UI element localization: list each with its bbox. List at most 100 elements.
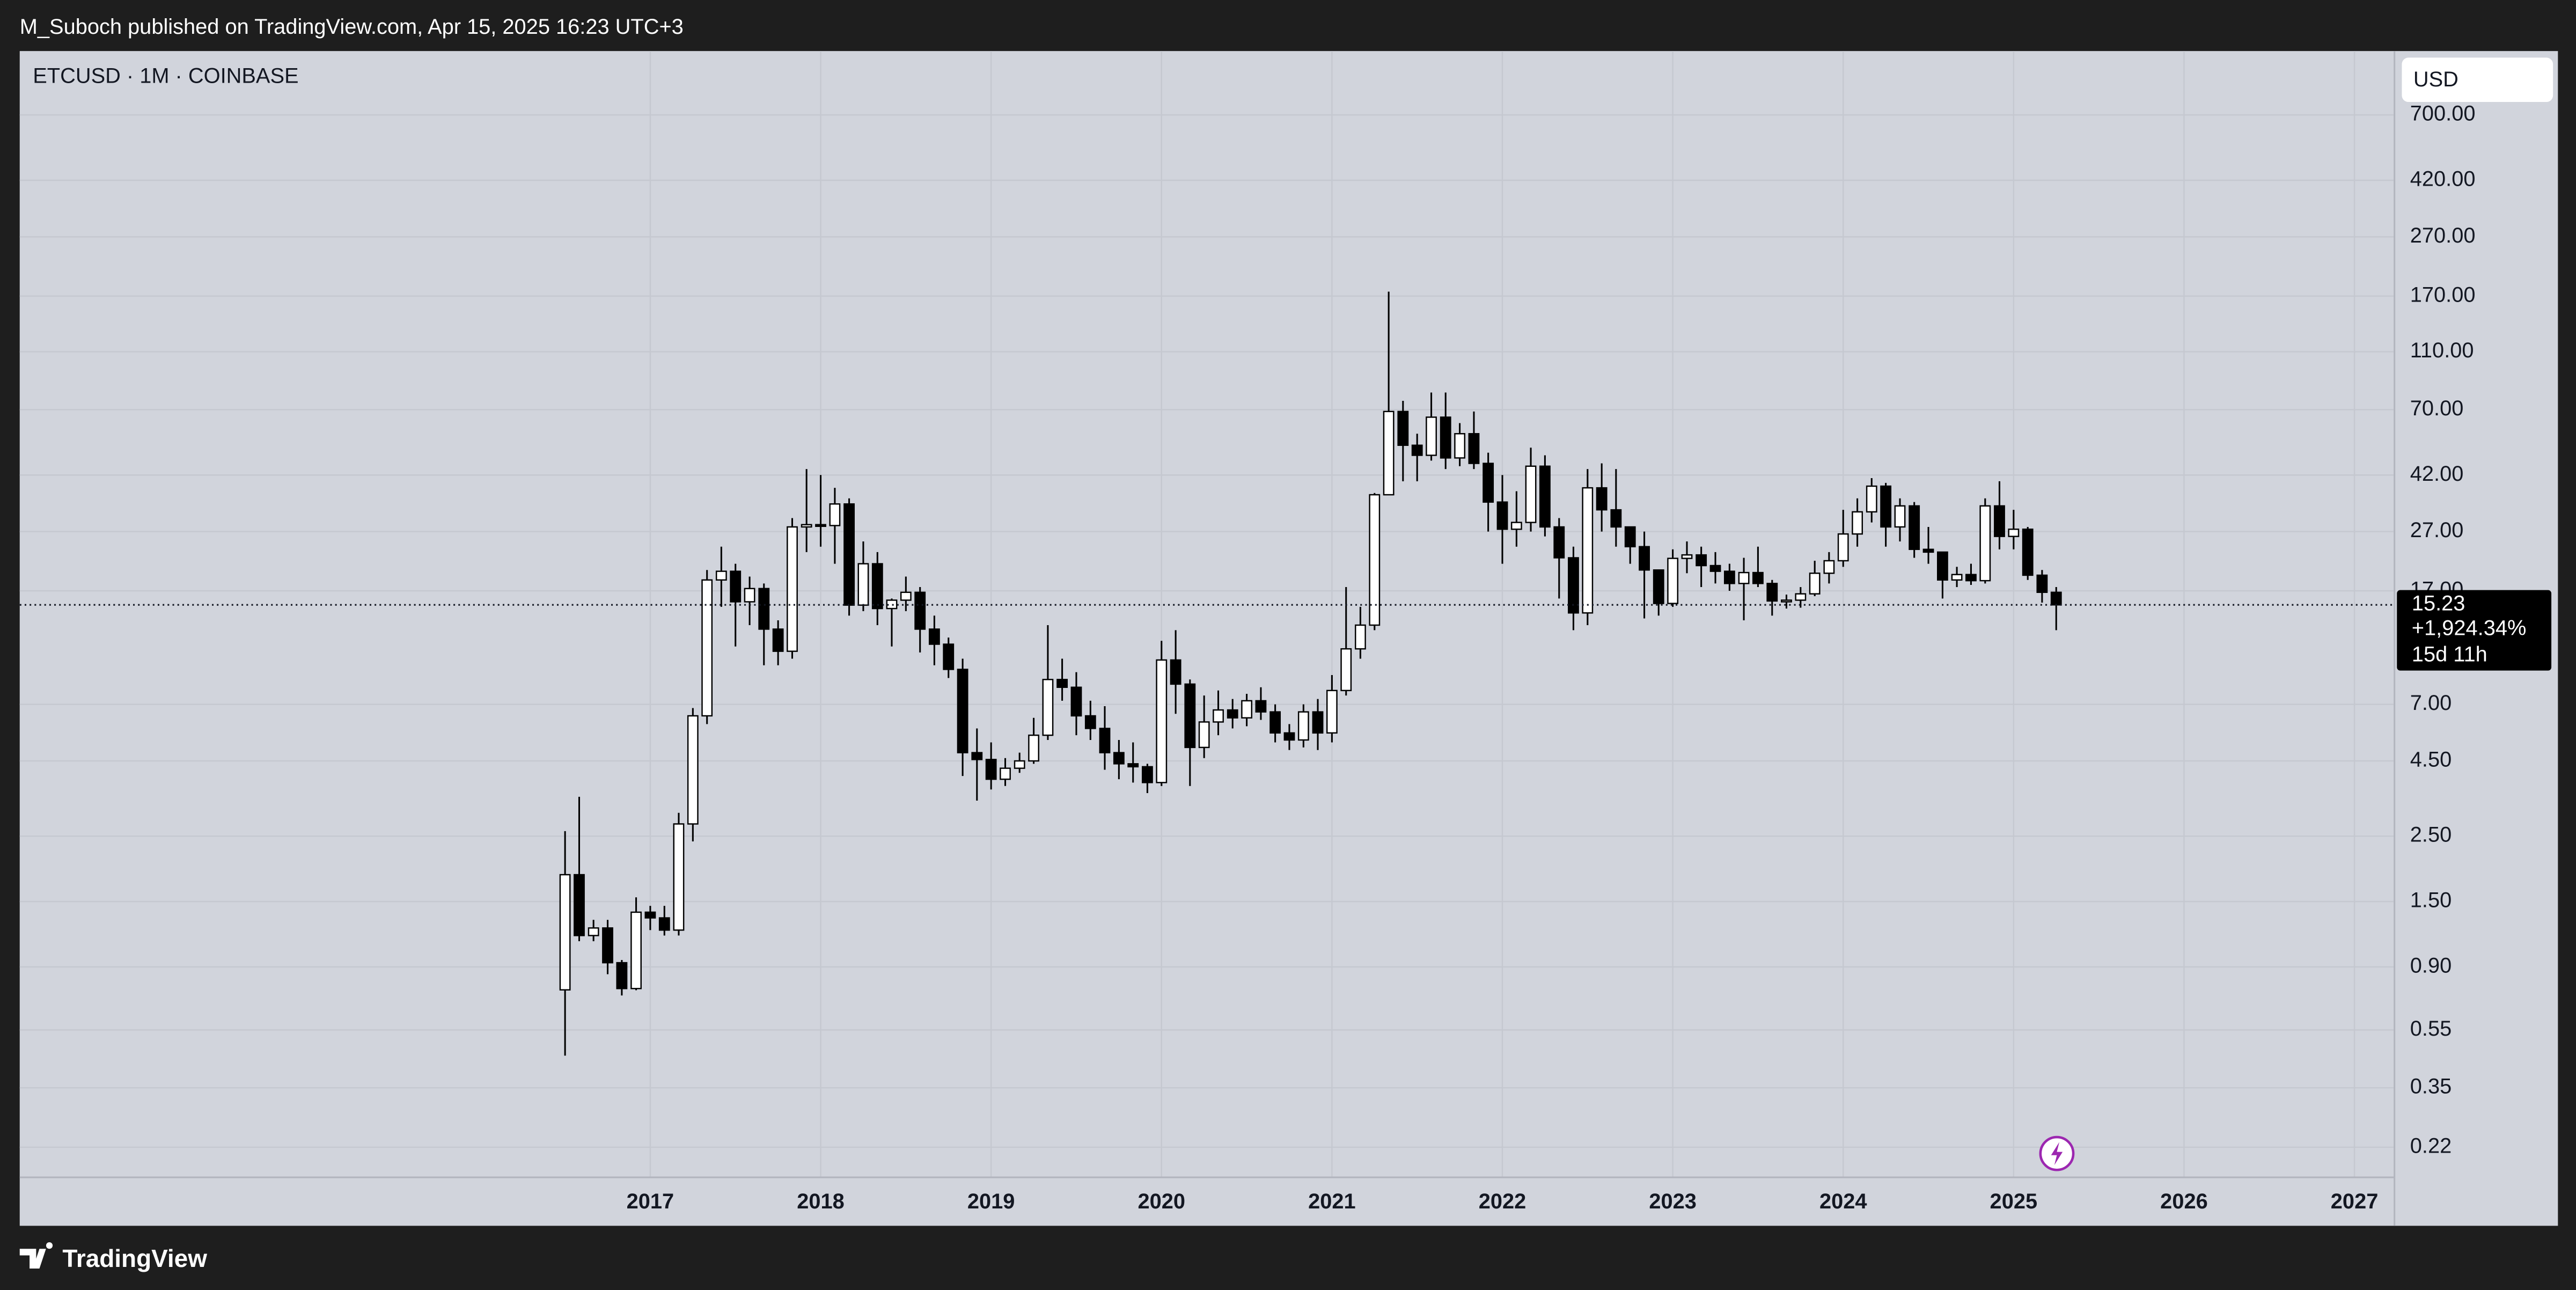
candle-body <box>1426 416 1437 456</box>
candle-body <box>1525 465 1537 523</box>
candle-body <box>1255 700 1267 713</box>
candle-body <box>914 591 926 630</box>
publish-header: M_Suboch published on TradingView.com, A… <box>20 15 684 39</box>
candle-body <box>687 715 699 825</box>
x-tick-label: 2021 <box>1308 1190 1356 1213</box>
x-tick-label: 2020 <box>1137 1190 1185 1213</box>
x-tick-label: 2026 <box>2160 1190 2208 1213</box>
candle-body <box>1213 709 1224 723</box>
x-tick-label: 2027 <box>2331 1190 2379 1213</box>
candle-body <box>1738 571 1750 584</box>
y-tick-label: 27.00 <box>2410 518 2464 542</box>
candle-body <box>1951 574 1963 581</box>
candle-body <box>928 628 940 645</box>
candle-body <box>1000 767 1011 780</box>
candle-body <box>1312 711 1324 734</box>
y-tick-label: 42.00 <box>2410 462 2464 486</box>
candle-body <box>673 823 685 931</box>
candle-body <box>616 962 628 990</box>
candle-body <box>658 917 670 931</box>
candles <box>19 291 2394 1056</box>
candle-body <box>1979 505 1991 582</box>
y-tick-label: 0.55 <box>2410 1017 2452 1040</box>
symbol-title: ETCUSD · 1M · COINBASE <box>33 64 298 88</box>
candle-body <box>730 570 742 603</box>
candle-body <box>1184 683 1196 749</box>
candle-body <box>1781 599 1792 603</box>
candle-body <box>758 588 770 630</box>
candle-body <box>772 628 784 652</box>
candle-body <box>1823 560 1835 574</box>
y-tick-label: 700.00 <box>2410 102 2476 126</box>
y-tick-label: 270.00 <box>2410 224 2476 247</box>
x-tick-label: 2018 <box>797 1190 845 1213</box>
candle-body <box>1709 565 1721 572</box>
candle-body <box>1042 679 1054 736</box>
footer-logo <box>19 1242 53 1269</box>
candle-body <box>787 526 798 652</box>
countdown-label: 15d 11h <box>2412 643 2487 666</box>
candle-body <box>559 874 571 991</box>
candle-body <box>886 599 898 610</box>
candle-body <box>1411 444 1423 456</box>
candle-body <box>1141 766 1153 783</box>
candle-body <box>1752 571 1764 584</box>
y-tick-label: 0.22 <box>2410 1134 2452 1157</box>
candle-body <box>574 874 585 936</box>
x-tick-label: 2023 <box>1649 1190 1697 1213</box>
candle-body <box>1894 505 1906 528</box>
candle-body <box>588 927 599 936</box>
candle-body <box>957 669 968 753</box>
candle-body <box>1340 648 1352 692</box>
candle-body <box>1113 752 1125 765</box>
footer-brand: TradingView <box>62 1244 207 1272</box>
candle-body <box>1297 711 1309 741</box>
candle-body <box>2036 574 2048 593</box>
candle-body <box>1170 659 1181 685</box>
candle-body <box>1496 501 1508 530</box>
candle-body <box>1198 721 1210 749</box>
y-tick-label: 420.00 <box>2410 167 2476 191</box>
y-tick-label: 0.90 <box>2410 954 2452 977</box>
candle-body <box>829 503 841 526</box>
candle-body <box>1667 558 1679 604</box>
candle-body <box>630 911 642 990</box>
candle-body <box>1099 728 1111 753</box>
candle-body <box>1596 487 1608 511</box>
candle-body <box>1241 700 1252 719</box>
candle-body <box>1653 569 1664 604</box>
candle-body <box>1610 509 1622 528</box>
candle-body <box>1880 485 1892 528</box>
candle-body <box>871 563 883 610</box>
candle-body <box>943 643 955 670</box>
y-tick-label: 0.35 <box>2410 1075 2452 1098</box>
grid <box>19 51 2394 1177</box>
candle-body <box>971 752 983 760</box>
candle-body <box>1852 511 1863 535</box>
candle-body <box>1326 690 1338 734</box>
y-tick-label: 2.50 <box>2410 823 2452 847</box>
candle-body <box>1269 711 1281 734</box>
candle-body <box>1454 433 1466 459</box>
candle-body <box>1965 574 1977 582</box>
currency-button[interactable] <box>2402 57 2553 102</box>
candle-body <box>1568 557 1579 614</box>
candle-body <box>900 591 912 601</box>
y-tick-label: 1.50 <box>2410 889 2452 912</box>
y-tick-label: 70.00 <box>2410 397 2464 420</box>
candle-body <box>602 927 613 964</box>
candle-body <box>1070 686 1082 717</box>
candle-body <box>2008 529 2020 537</box>
x-tick-label: 2025 <box>1990 1190 2038 1213</box>
candle-body <box>744 588 755 603</box>
candle-body <box>1639 546 1650 571</box>
currency-label[interactable]: USD <box>2413 68 2458 91</box>
candle-body <box>644 911 656 919</box>
x-tick-label: 2024 <box>1819 1190 1867 1213</box>
y-tick-label: 110.00 <box>2410 339 2474 362</box>
last-price-label: 15.23 <box>2412 592 2465 615</box>
candle-body <box>701 579 713 717</box>
candle-body <box>1909 505 1920 550</box>
candle-body <box>1283 732 1295 741</box>
